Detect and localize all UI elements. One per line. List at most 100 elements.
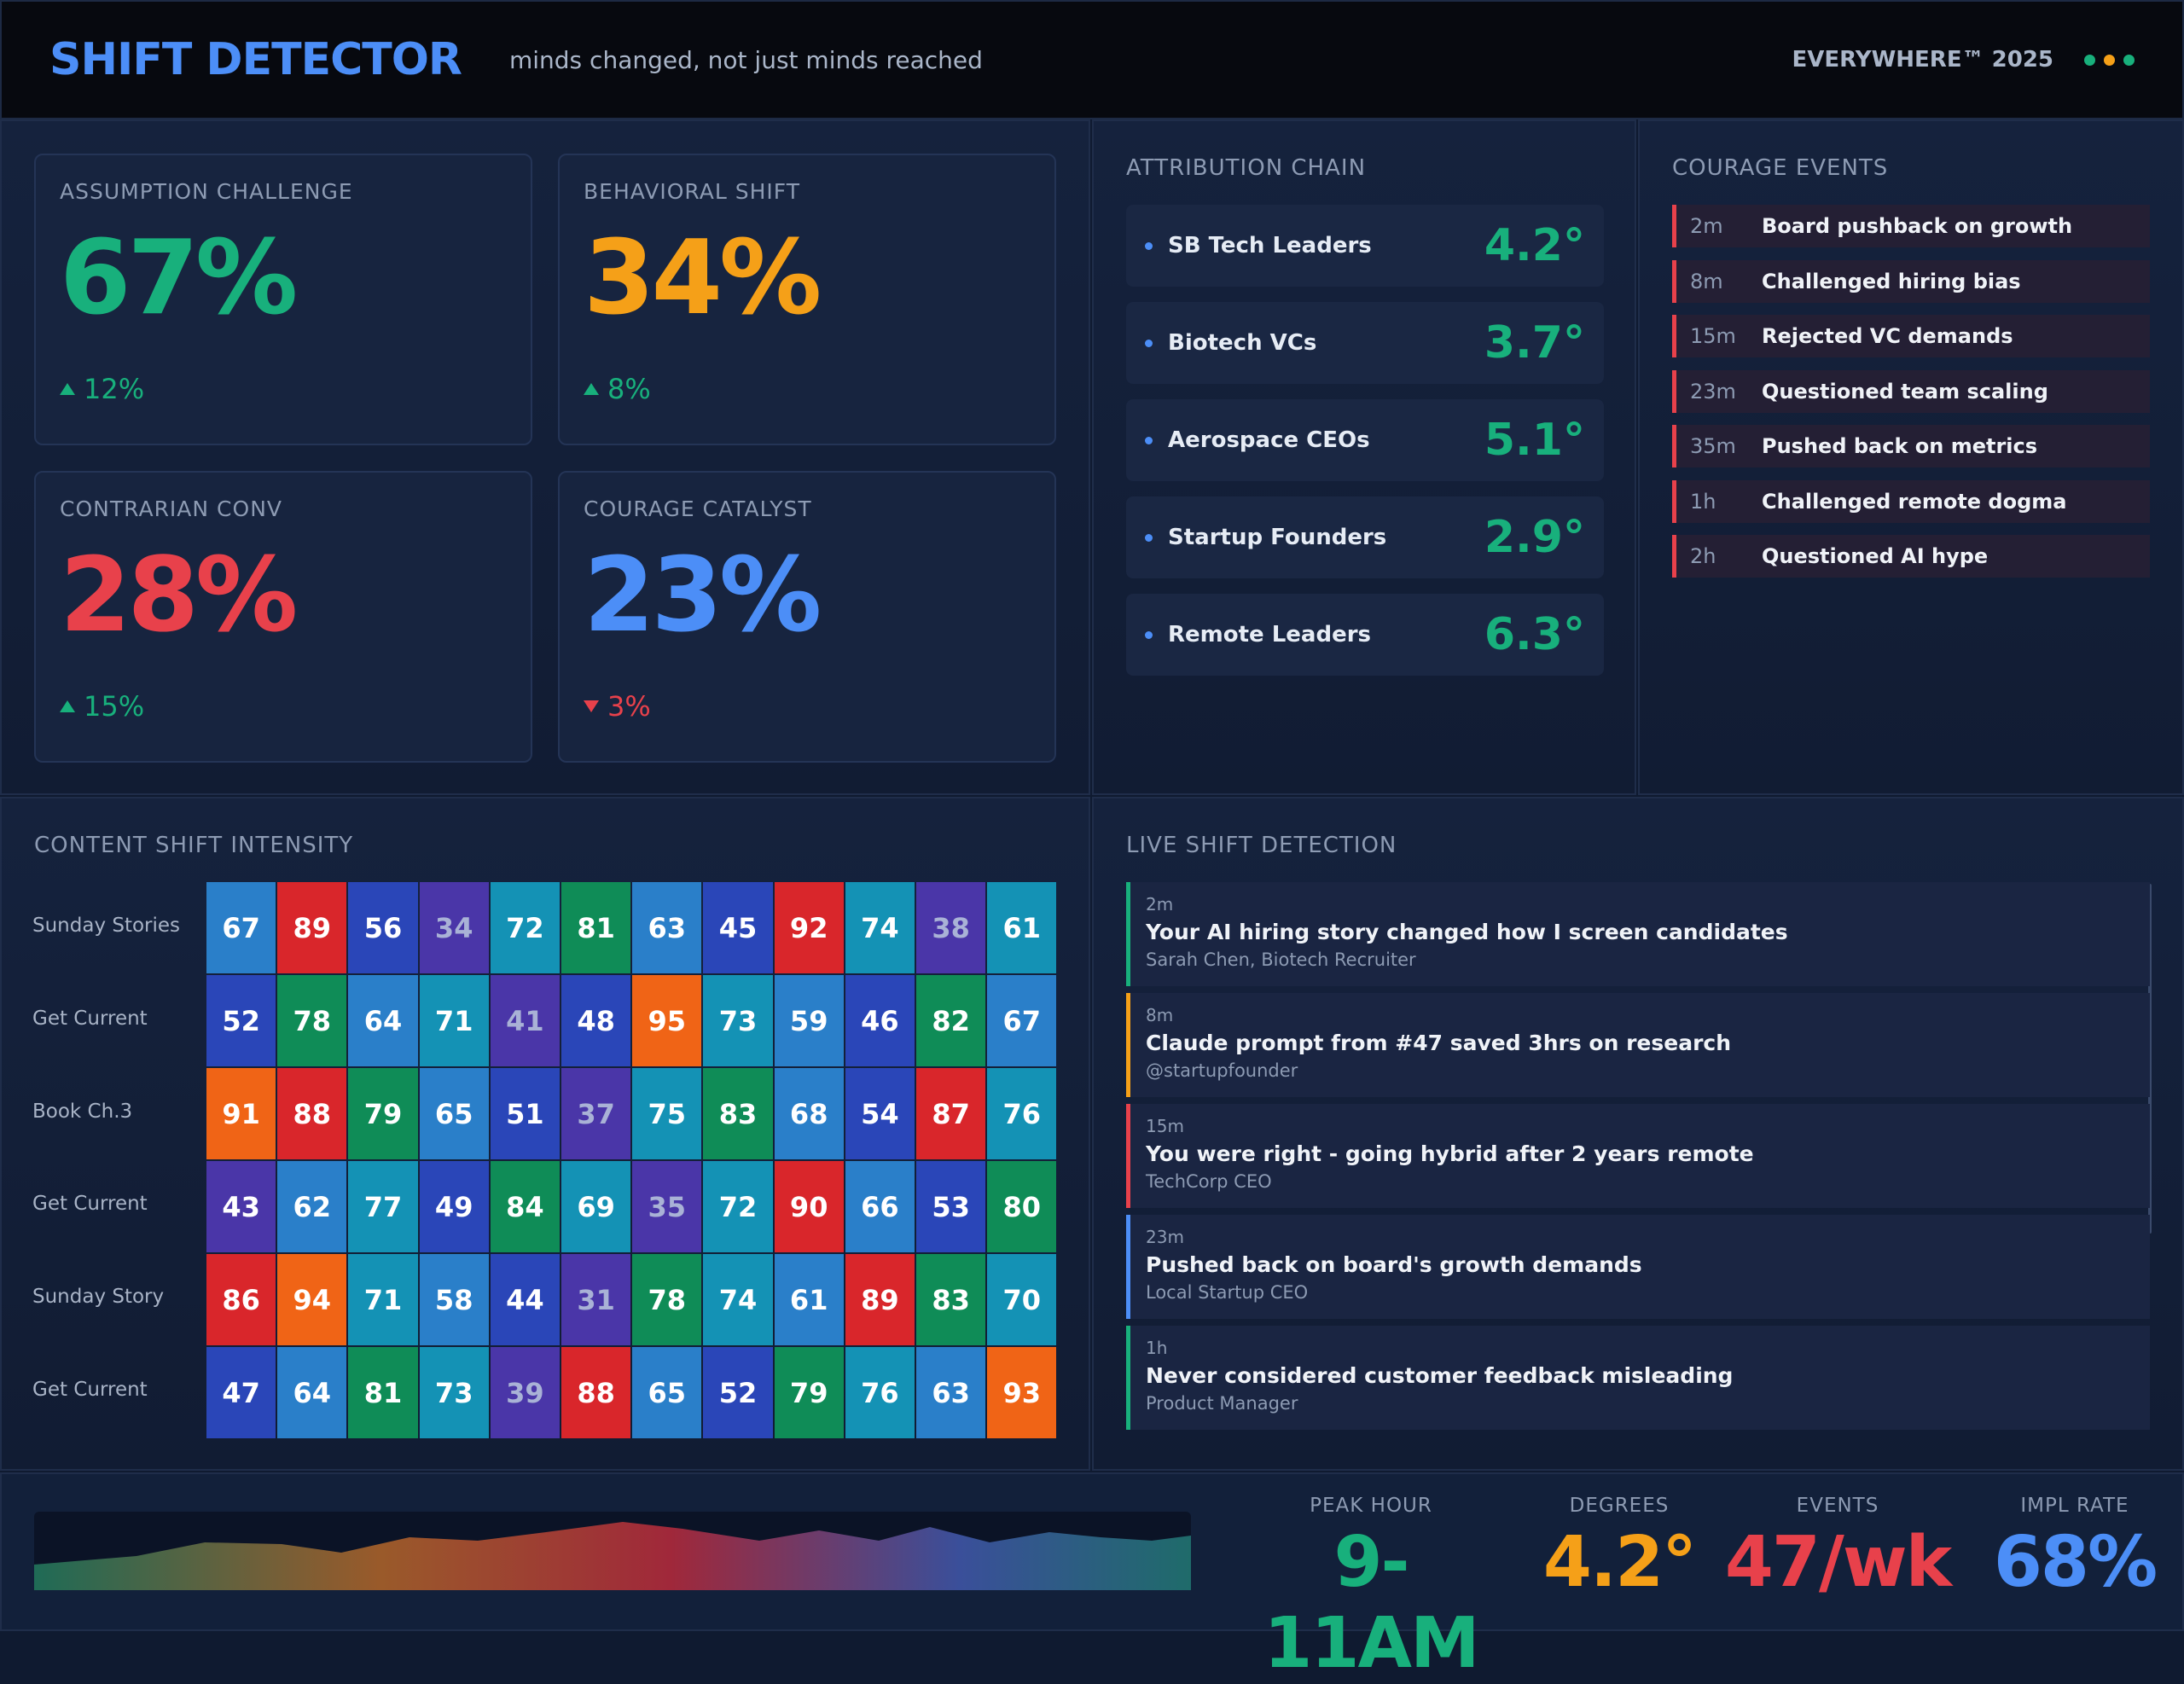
heatmap-cell[interactable]: 79 [348, 1068, 418, 1159]
heatmap-cell[interactable]: 74 [845, 882, 915, 973]
heatmap-cell[interactable]: 73 [703, 975, 773, 1066]
heatmap-cell[interactable]: 48 [561, 975, 631, 1066]
courage-event-item[interactable]: 2h Questioned AI hype [1672, 535, 2150, 578]
heatmap-cell[interactable]: 59 [774, 975, 844, 1066]
heatmap-cell[interactable]: 67 [987, 975, 1057, 1066]
heatmap-cell[interactable]: 41 [490, 975, 560, 1066]
heatmap-cell[interactable]: 81 [348, 1347, 418, 1438]
heatmap-cell[interactable]: 58 [419, 1254, 489, 1345]
heatmap-cell[interactable]: 62 [277, 1161, 347, 1252]
heatmap-cell[interactable]: 54 [845, 1068, 915, 1159]
heatmap-cell[interactable]: 37 [561, 1068, 631, 1159]
heatmap-cell[interactable]: 74 [703, 1254, 773, 1345]
heatmap-cell[interactable]: 94 [277, 1254, 347, 1345]
heatmap-cell[interactable]: 73 [419, 1347, 489, 1438]
heatmap-cell[interactable]: 91 [206, 1068, 276, 1159]
courage-event-item[interactable]: 23m Questioned team scaling [1672, 370, 2150, 413]
heatmap-cell[interactable]: 95 [632, 975, 702, 1066]
heatmap-cell[interactable]: 89 [845, 1254, 915, 1345]
heatmap-cell[interactable]: 61 [987, 882, 1057, 973]
heatmap-cell[interactable]: 86 [206, 1254, 276, 1345]
attribution-item[interactable]: Biotech VCs 3.7° [1126, 302, 1604, 384]
live-shift-item[interactable]: 1h Never considered customer feedback mi… [1126, 1326, 2150, 1430]
heatmap-cell[interactable]: 71 [419, 975, 489, 1066]
heatmap-cell[interactable]: 49 [419, 1161, 489, 1252]
courage-event-item[interactable]: 15m Rejected VC demands [1672, 315, 2150, 357]
heatmap-cell[interactable]: 81 [561, 882, 631, 973]
attribution-item[interactable]: Startup Founders 2.9° [1126, 496, 1604, 578]
attribution-item[interactable]: Aerospace CEOs 5.1° [1126, 399, 1604, 481]
heatmap-cell[interactable]: 70 [987, 1254, 1057, 1345]
heatmap-cell[interactable]: 72 [490, 882, 560, 973]
heatmap-cell[interactable]: 65 [632, 1347, 702, 1438]
kpi-card-courage[interactable]: COURAGE CATALYST 23% 3% [558, 471, 1056, 763]
kpi-card-contrarian[interactable]: CONTRARIAN CONV 28% 15% [34, 471, 532, 763]
heatmap-cell[interactable]: 56 [348, 882, 418, 973]
live-shift-item[interactable]: 2m Your AI hiring story changed how I sc… [1126, 882, 2150, 986]
heatmap-cell[interactable]: 84 [490, 1161, 560, 1252]
heatmap-cell[interactable]: 78 [632, 1254, 702, 1345]
heatmap-cell[interactable]: 69 [561, 1161, 631, 1252]
heatmap-cell[interactable]: 63 [632, 882, 702, 973]
heatmap-cell[interactable]: 76 [987, 1068, 1057, 1159]
heatmap-cell[interactable]: 51 [490, 1068, 560, 1159]
heatmap-cell[interactable]: 53 [916, 1161, 986, 1252]
heatmap-cell[interactable]: 64 [277, 1347, 347, 1438]
attribution-degree: 2.9° [1484, 512, 1585, 563]
heatmap-cell[interactable]: 89 [277, 882, 347, 973]
heatmap-cell[interactable]: 35 [632, 1161, 702, 1252]
kpi-card-behavioral[interactable]: BEHAVIORAL SHIFT 34% 8% [558, 154, 1056, 445]
heatmap-cell[interactable]: 78 [277, 975, 347, 1066]
courage-event-item[interactable]: 35m Pushed back on metrics [1672, 425, 2150, 467]
heatmap-cell[interactable]: 46 [845, 975, 915, 1066]
attribution-item[interactable]: Remote Leaders 6.3° [1126, 594, 1604, 676]
status-dots[interactable] [2084, 54, 2135, 66]
heatmap-cell[interactable]: 67 [206, 882, 276, 973]
courage-event-item[interactable]: 8m Challenged hiring bias [1672, 260, 2150, 303]
kpi-card-assumption[interactable]: ASSUMPTION CHALLENGE 67% 12% [34, 154, 532, 445]
live-shift-item[interactable]: 8m Claude prompt from #47 saved 3hrs on … [1126, 993, 2150, 1097]
heatmap-cell[interactable]: 52 [206, 975, 276, 1066]
status-dot-icon [2084, 54, 2095, 66]
heatmap-cell[interactable]: 90 [774, 1161, 844, 1252]
heatmap-cell[interactable]: 76 [845, 1347, 915, 1438]
heatmap-cell[interactable]: 47 [206, 1347, 276, 1438]
heatmap-cell[interactable]: 44 [490, 1254, 560, 1345]
heatmap-cell[interactable]: 66 [845, 1161, 915, 1252]
kpi-change-value: 3% [607, 690, 651, 723]
heatmap-cell[interactable]: 80 [987, 1161, 1057, 1252]
heatmap-cell[interactable]: 38 [916, 882, 986, 973]
heatmap-cell[interactable]: 92 [774, 882, 844, 973]
heatmap-cell[interactable]: 45 [703, 882, 773, 973]
heatmap-cell[interactable]: 68 [774, 1068, 844, 1159]
heatmap-cell[interactable]: 63 [916, 1347, 986, 1438]
live-time: 23m [1146, 1227, 1184, 1247]
live-shift-item[interactable]: 15m You were right - going hybrid after … [1126, 1104, 2150, 1208]
heatmap-cell[interactable]: 75 [632, 1068, 702, 1159]
heatmap-cell[interactable]: 65 [419, 1068, 489, 1159]
courage-event-item[interactable]: 1h Challenged remote dogma [1672, 480, 2150, 523]
heatmap-cell[interactable]: 83 [703, 1068, 773, 1159]
heatmap-cell[interactable]: 61 [774, 1254, 844, 1345]
heatmap-cell[interactable]: 79 [774, 1347, 844, 1438]
heatmap-cell[interactable]: 39 [490, 1347, 560, 1438]
live-author: Product Manager [1146, 1393, 1298, 1414]
heatmap-cell[interactable]: 93 [987, 1347, 1057, 1438]
heatmap-cell[interactable]: 88 [277, 1068, 347, 1159]
live-shift-item[interactable]: 23m Pushed back on board's growth demand… [1126, 1215, 2150, 1319]
heatmap-cell[interactable]: 34 [419, 882, 489, 973]
heatmap-cell[interactable]: 83 [916, 1254, 986, 1345]
courage-event-item[interactable]: 2m Board pushback on growth [1672, 205, 2150, 247]
heatmap-cell[interactable]: 77 [348, 1161, 418, 1252]
heatmap-cell[interactable]: 87 [916, 1068, 986, 1159]
scrollbar[interactable] [2148, 884, 2152, 1234]
heatmap-cell[interactable]: 43 [206, 1161, 276, 1252]
heatmap-cell[interactable]: 71 [348, 1254, 418, 1345]
heatmap-cell[interactable]: 52 [703, 1347, 773, 1438]
heatmap-cell[interactable]: 64 [348, 975, 418, 1066]
heatmap-cell[interactable]: 88 [561, 1347, 631, 1438]
heatmap-cell[interactable]: 72 [703, 1161, 773, 1252]
attribution-item[interactable]: SB Tech Leaders 4.2° [1126, 205, 1604, 287]
heatmap-cell[interactable]: 31 [561, 1254, 631, 1345]
heatmap-cell[interactable]: 82 [916, 975, 986, 1066]
